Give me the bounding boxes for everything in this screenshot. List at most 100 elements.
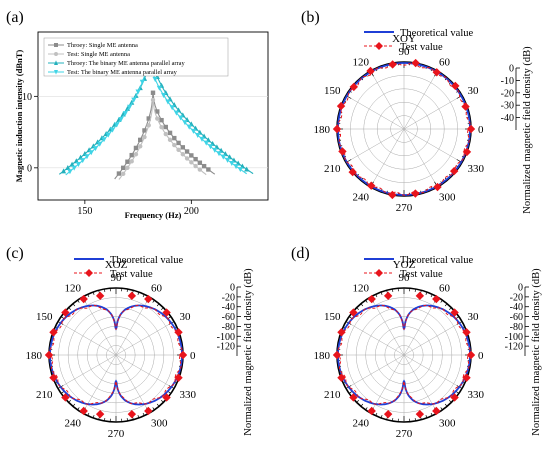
- polar-d: 0306090120150180210240270300330YOZTheore…: [314, 255, 543, 440]
- panel-d: (d) 0306090120150180210240270300330YOZTh…: [291, 245, 542, 440]
- legend-theoretical-label: Theoretical value: [400, 28, 474, 39]
- angle-tick-label: 60: [151, 282, 163, 294]
- panel-b-label: (b): [301, 9, 320, 26]
- test-point-marker: [367, 407, 375, 415]
- radial-tick-label: -30: [501, 101, 514, 112]
- test-point-marker: [416, 292, 424, 300]
- test-point-marker: [96, 410, 104, 418]
- angle-tick-label: 240: [353, 192, 370, 204]
- series-4-marker: [233, 164, 238, 169]
- series-3-marker: [244, 166, 249, 171]
- series-2-marker: [185, 156, 189, 160]
- test-point-marker: [367, 295, 375, 303]
- test-point-marker: [416, 410, 424, 418]
- series-1-marker: [176, 141, 180, 145]
- polar-tick-mark: [157, 404, 159, 406]
- series-2-marker: [138, 144, 142, 148]
- test-point-marker: [384, 292, 392, 300]
- angle-tick-label: 150: [324, 85, 341, 97]
- polar-spoke: [404, 129, 438, 187]
- polar-tick-mark: [69, 400, 71, 402]
- angle-tick-label: 210: [36, 389, 53, 401]
- panel-c-label: (c): [6, 245, 24, 262]
- angle-tick-label: 240: [65, 418, 82, 430]
- test-point-marker: [96, 292, 104, 300]
- radial-tick-label: 0: [509, 64, 514, 75]
- polar-tick-mark: [161, 308, 163, 310]
- angle-tick-label: 210: [324, 163, 341, 175]
- polar-spoke: [371, 129, 405, 187]
- angle-tick-label: 30: [180, 311, 192, 323]
- radial-tick-label: -40: [501, 113, 514, 124]
- legend-theoretical-label: Theoretical value: [110, 255, 184, 266]
- polar-tick-mark: [445, 404, 447, 406]
- series-2-marker: [181, 152, 185, 156]
- test-point-marker: [128, 410, 136, 418]
- polar-tick-mark: [157, 304, 159, 306]
- series-2-marker: [121, 172, 125, 176]
- series-1-marker: [189, 153, 193, 157]
- legend-entry-4: Test: The binary ME antenna parallel arr…: [67, 69, 178, 76]
- legend-theoretical-label: Theoretical value: [400, 255, 474, 266]
- angle-tick-label: 270: [396, 202, 413, 214]
- legend-entry-1: Throey: Single ME antenna: [67, 42, 138, 49]
- radial-tick-label: -120: [505, 342, 523, 353]
- polar-spoke: [404, 129, 462, 163]
- test-point-marker: [388, 60, 396, 68]
- polar-tick-mark: [69, 308, 71, 310]
- legend-entry-3: Throey: The binary ME antenna parallel a…: [67, 60, 186, 67]
- polar-tick-mark: [449, 400, 451, 402]
- series-1-marker: [168, 131, 172, 135]
- angle-tick-label: 180: [314, 350, 331, 362]
- polar-spoke: [58, 355, 116, 389]
- angle-tick-label: 180: [26, 350, 43, 362]
- legend-marker-1: [54, 43, 58, 47]
- legend-test-label: Test value: [400, 269, 443, 280]
- angle-tick-label: 300: [439, 418, 456, 430]
- panel-c: (c) 0306090120150180210240270300330XOZTh…: [6, 245, 254, 440]
- test-point-marker: [411, 189, 419, 197]
- plot-a-xlabel: Frequency (Hz): [125, 210, 182, 220]
- angle-tick-label: 120: [353, 282, 370, 294]
- angle-tick-label: 180: [314, 124, 331, 136]
- radial-axis-title: Normalized magnetic field density (dB): [243, 268, 254, 436]
- polar-spoke: [346, 322, 404, 356]
- series-1-marker: [134, 146, 138, 150]
- polar-tick-mark: [357, 308, 359, 310]
- series-2-marker: [142, 135, 146, 139]
- series-1-marker: [138, 138, 142, 142]
- series-2-marker: [193, 164, 197, 168]
- polar-tick-mark: [449, 308, 451, 310]
- legend-test-label: Test value: [110, 269, 153, 280]
- series-1-marker: [185, 149, 189, 153]
- legend-test-marker: [375, 269, 383, 277]
- polar-tick-mark: [73, 304, 75, 306]
- polar-tick-mark: [161, 400, 163, 402]
- series-2-marker: [189, 160, 193, 164]
- polar-tick-mark: [361, 404, 363, 406]
- radial-tick-label: -20: [501, 88, 514, 99]
- angle-tick-label: 270: [108, 428, 125, 440]
- polar-spoke: [346, 96, 404, 130]
- y-tick-label: 0: [27, 163, 32, 174]
- series-2-marker: [147, 123, 151, 127]
- legend-marker-2: [54, 52, 58, 56]
- angle-tick-label: 60: [439, 282, 451, 294]
- polar-spoke: [346, 355, 404, 389]
- series-2-marker: [155, 116, 159, 120]
- test-point-marker: [144, 407, 152, 415]
- series-1-marker: [198, 161, 202, 165]
- series-2-marker: [164, 132, 168, 136]
- angle-tick-label: 30: [468, 311, 480, 323]
- panel-b: (b) 0306090120150180210240270300330XOYTh…: [301, 9, 533, 214]
- series-2-marker: [172, 143, 176, 147]
- angle-tick-label: 210: [324, 389, 341, 401]
- series-2-marker: [134, 152, 138, 156]
- legend-test-marker: [375, 42, 383, 50]
- polar-spoke: [116, 322, 174, 356]
- series-1-marker: [159, 118, 163, 122]
- test-point-marker: [432, 295, 440, 303]
- x-tick-label: 150: [77, 206, 92, 217]
